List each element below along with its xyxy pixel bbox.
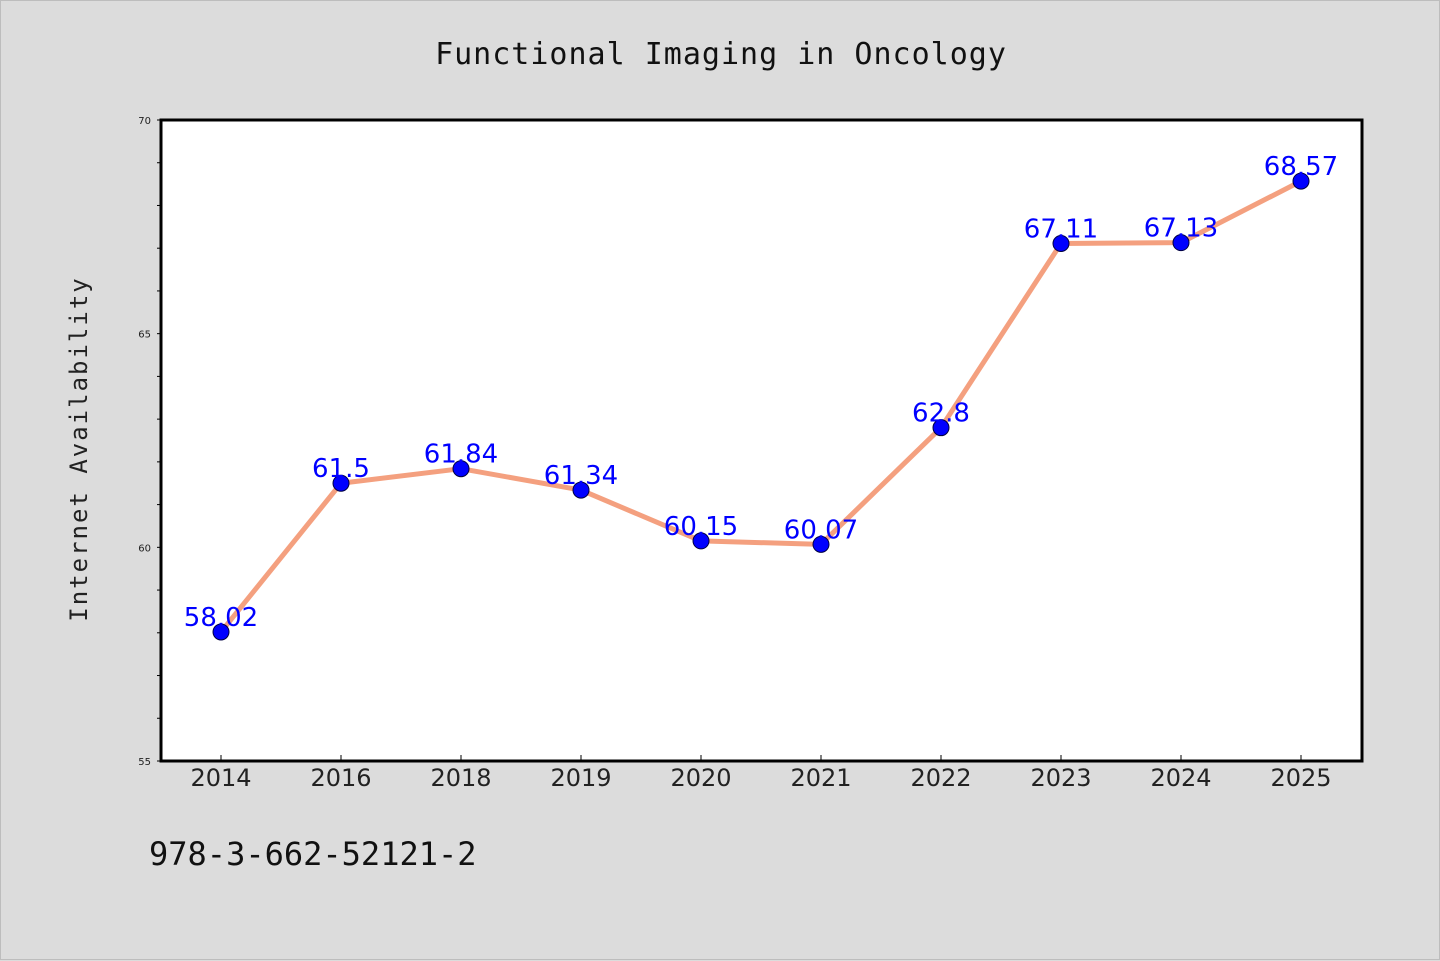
chart-title: Functional Imaging in Oncology	[435, 37, 1007, 72]
data-label: 61.84	[424, 440, 498, 470]
data-labels: 58.02 61.5 61.84 61.34 60.15 60.07 62.8 67.11 67…	[184, 152, 1338, 633]
x-tick-label: 2019	[550, 764, 611, 792]
y-tick-label: 60	[138, 543, 151, 554]
x-tick-label: 2014	[190, 764, 251, 792]
data-label: 61.5	[312, 454, 370, 484]
data-point	[1292, 172, 1310, 190]
data-label: 67.11	[1024, 214, 1098, 244]
data-label: 67.13	[1144, 214, 1218, 244]
data-label: 60.15	[664, 512, 738, 542]
data-point	[212, 623, 230, 641]
y-tick-label: 70	[138, 116, 151, 127]
x-tick-label: 2021	[790, 764, 851, 792]
x-tick-label: 2020	[670, 764, 731, 792]
series-group	[212, 172, 1310, 641]
data-label: 60.07	[784, 515, 858, 545]
data-point	[452, 460, 470, 478]
y-tick-label: 55	[138, 757, 151, 768]
x-tick-label: 2016	[310, 764, 371, 792]
data-point	[932, 419, 950, 437]
data-point	[572, 481, 590, 499]
plot-area	[159, 118, 1364, 763]
x-tick-label: 2025	[1270, 764, 1331, 792]
x-tick-label: 2018	[430, 764, 491, 792]
series-line	[218, 178, 1304, 635]
footer-code: 978-3-662-52121-2	[149, 835, 477, 873]
data-point	[332, 474, 350, 492]
y-axis-label: Internet Availability	[65, 276, 93, 621]
data-point	[1172, 234, 1190, 252]
y-tick-label: 65	[138, 330, 151, 341]
data-point	[1052, 234, 1070, 252]
data-label: 62.8	[912, 399, 970, 429]
data-point	[812, 535, 830, 553]
x-tick-label: 2023	[1030, 764, 1091, 792]
data-label: 61.34	[544, 461, 618, 491]
axis-ticks: 55 60 65 70 2014 2016 2018 2019 2020 2021 2022 2023…	[138, 116, 1331, 792]
x-tick-label: 2022	[910, 764, 971, 792]
data-point	[692, 532, 710, 550]
data-label: 58.02	[184, 603, 258, 633]
data-label: 68.57	[1264, 152, 1338, 182]
x-tick-label: 2024	[1150, 764, 1211, 792]
